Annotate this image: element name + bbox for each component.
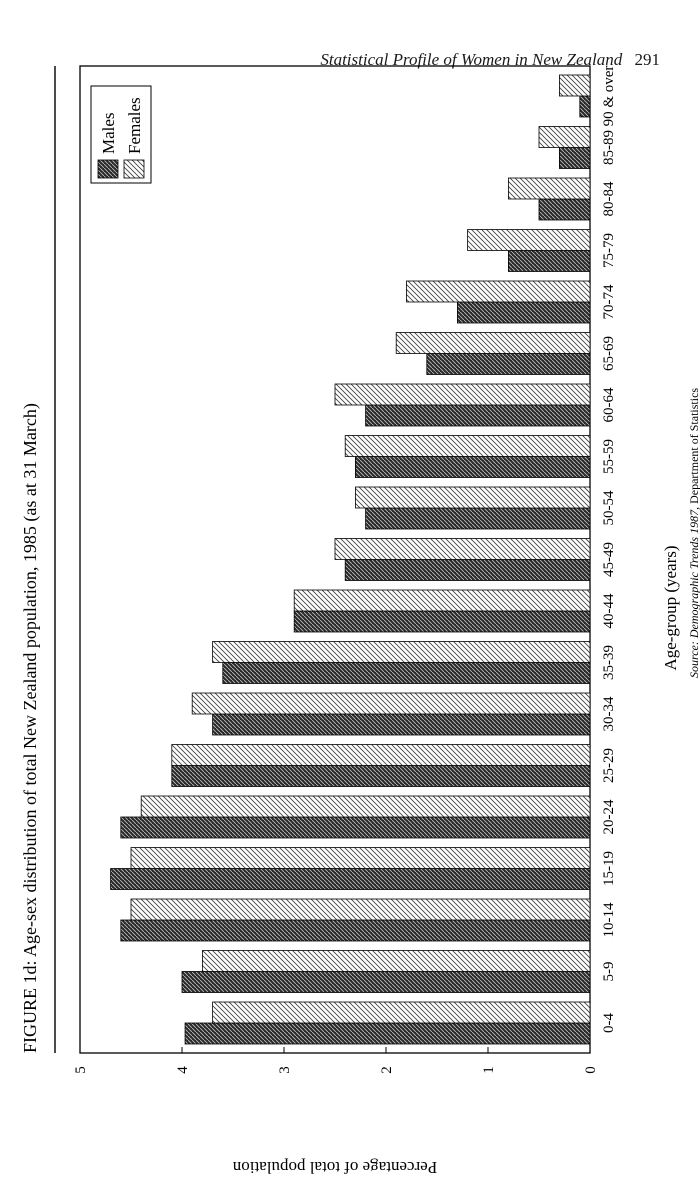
- bar-females-3: [130, 847, 591, 869]
- chart-title: FIGURE 1d: Age-sex distribution of total…: [20, 403, 41, 1053]
- legend-box: [90, 85, 152, 184]
- x-tick-label: 30-34: [601, 696, 617, 731]
- bar-females-6: [191, 692, 591, 715]
- x-axis-label: Age-group (years): [661, 545, 680, 670]
- x-tick-label: 45-49: [601, 542, 617, 577]
- legend-label-males: Males: [99, 112, 118, 154]
- y-tick-label: 4: [175, 1066, 191, 1074]
- x-tick-label: 85-89: [601, 130, 617, 165]
- bar-males-2: [120, 919, 591, 942]
- source-note: Source: Demographic Trends 1987, Departm…: [687, 388, 700, 678]
- x-tick-label: 40-44: [601, 593, 617, 628]
- source-publication: Demographic Trends 1987: [687, 509, 700, 639]
- bar-females-12: [334, 383, 591, 406]
- x-tick-label: 80-84: [601, 181, 617, 216]
- bar-females-0: [212, 1001, 591, 1024]
- bar-males-18: [579, 95, 591, 118]
- bar-males-13: [426, 353, 591, 375]
- bar-females-14: [405, 280, 591, 303]
- x-tick-label: 50-54: [601, 490, 617, 525]
- bar-males-15: [507, 250, 591, 272]
- x-tick-label: 15-19: [601, 851, 617, 886]
- bar-females-1: [201, 950, 591, 972]
- x-tick-label: 25-29: [601, 748, 617, 783]
- bar-females-7: [212, 641, 591, 663]
- bar-males-7: [222, 662, 591, 684]
- bar-males-11: [354, 456, 591, 478]
- y-axis-ticks: 0 1 2 3 4 5: [73, 1047, 599, 1074]
- bar-males-1: [181, 971, 591, 993]
- bar-females-9: [334, 538, 591, 560]
- page-header: Statistical Profile of Women in New Zeal…: [320, 50, 660, 70]
- source-prefix: Source:: [687, 638, 700, 678]
- bar-males-4: [120, 816, 591, 839]
- bar-males-0: [184, 1022, 591, 1045]
- bar-females-13: [395, 332, 591, 354]
- x-tick-label: 60-64: [601, 387, 617, 422]
- x-tick-label: 55-59: [601, 439, 617, 474]
- bar-males-10: [365, 507, 591, 530]
- y-tick-label: 0: [583, 1066, 599, 1074]
- bar-females-2: [130, 898, 591, 921]
- x-tick-label: 75-79: [601, 233, 617, 268]
- bar-males-5: [171, 765, 591, 787]
- bar-males-16: [538, 198, 591, 221]
- bar-females-4: [140, 795, 591, 818]
- bar-females-10: [354, 486, 591, 509]
- legend-swatch-females: [123, 159, 145, 179]
- legend: Males Females: [90, 85, 152, 184]
- bar-males-14: [456, 301, 591, 324]
- bar-males-17: [559, 147, 591, 169]
- bars-group: [110, 74, 591, 1045]
- bar-females-5: [171, 744, 591, 766]
- bar-females-11: [344, 435, 591, 457]
- x-tick-label: 35-39: [601, 645, 617, 680]
- bar-females-18: [559, 74, 591, 97]
- y-tick-label: 5: [73, 1066, 89, 1074]
- y-axis-label: Percentage of total population: [232, 1158, 437, 1177]
- x-tick-label: 10-14: [601, 902, 617, 937]
- bar-females-15: [467, 229, 591, 251]
- y-tick-label: 1: [481, 1066, 497, 1074]
- x-tick-label: 5-9: [601, 962, 617, 982]
- bar-males-8: [293, 610, 591, 633]
- bar-females-16: [507, 177, 591, 200]
- bar-males-6: [212, 713, 591, 736]
- y-tick-label: 3: [277, 1066, 293, 1074]
- bar-females-17: [538, 126, 591, 148]
- bar-males-12: [365, 404, 591, 427]
- x-tick-label: 20-24: [601, 799, 617, 834]
- y-tick-label: 2: [379, 1066, 395, 1074]
- legend-label-females: Females: [125, 97, 144, 154]
- bar-females-8: [293, 589, 591, 612]
- x-tick-label: 0-4: [601, 1013, 617, 1033]
- source-suffix: , Department of Statistics: [687, 388, 700, 510]
- running-title: Statistical Profile of Women in New Zeal…: [320, 50, 623, 69]
- bar-males-9: [344, 559, 591, 581]
- x-axis-ticks: 0-4 5-9 10-14 15-19 20-24 25-29 30-34 35-39 40-4…: [601, 66, 617, 1033]
- legend-swatch-males: [97, 159, 119, 179]
- x-tick-label: 65-69: [601, 336, 617, 371]
- bar-males-3: [110, 868, 591, 890]
- page-number: 291: [634, 50, 661, 69]
- x-tick-label: 90 & over: [601, 66, 617, 127]
- x-tick-label: 70-74: [601, 284, 617, 319]
